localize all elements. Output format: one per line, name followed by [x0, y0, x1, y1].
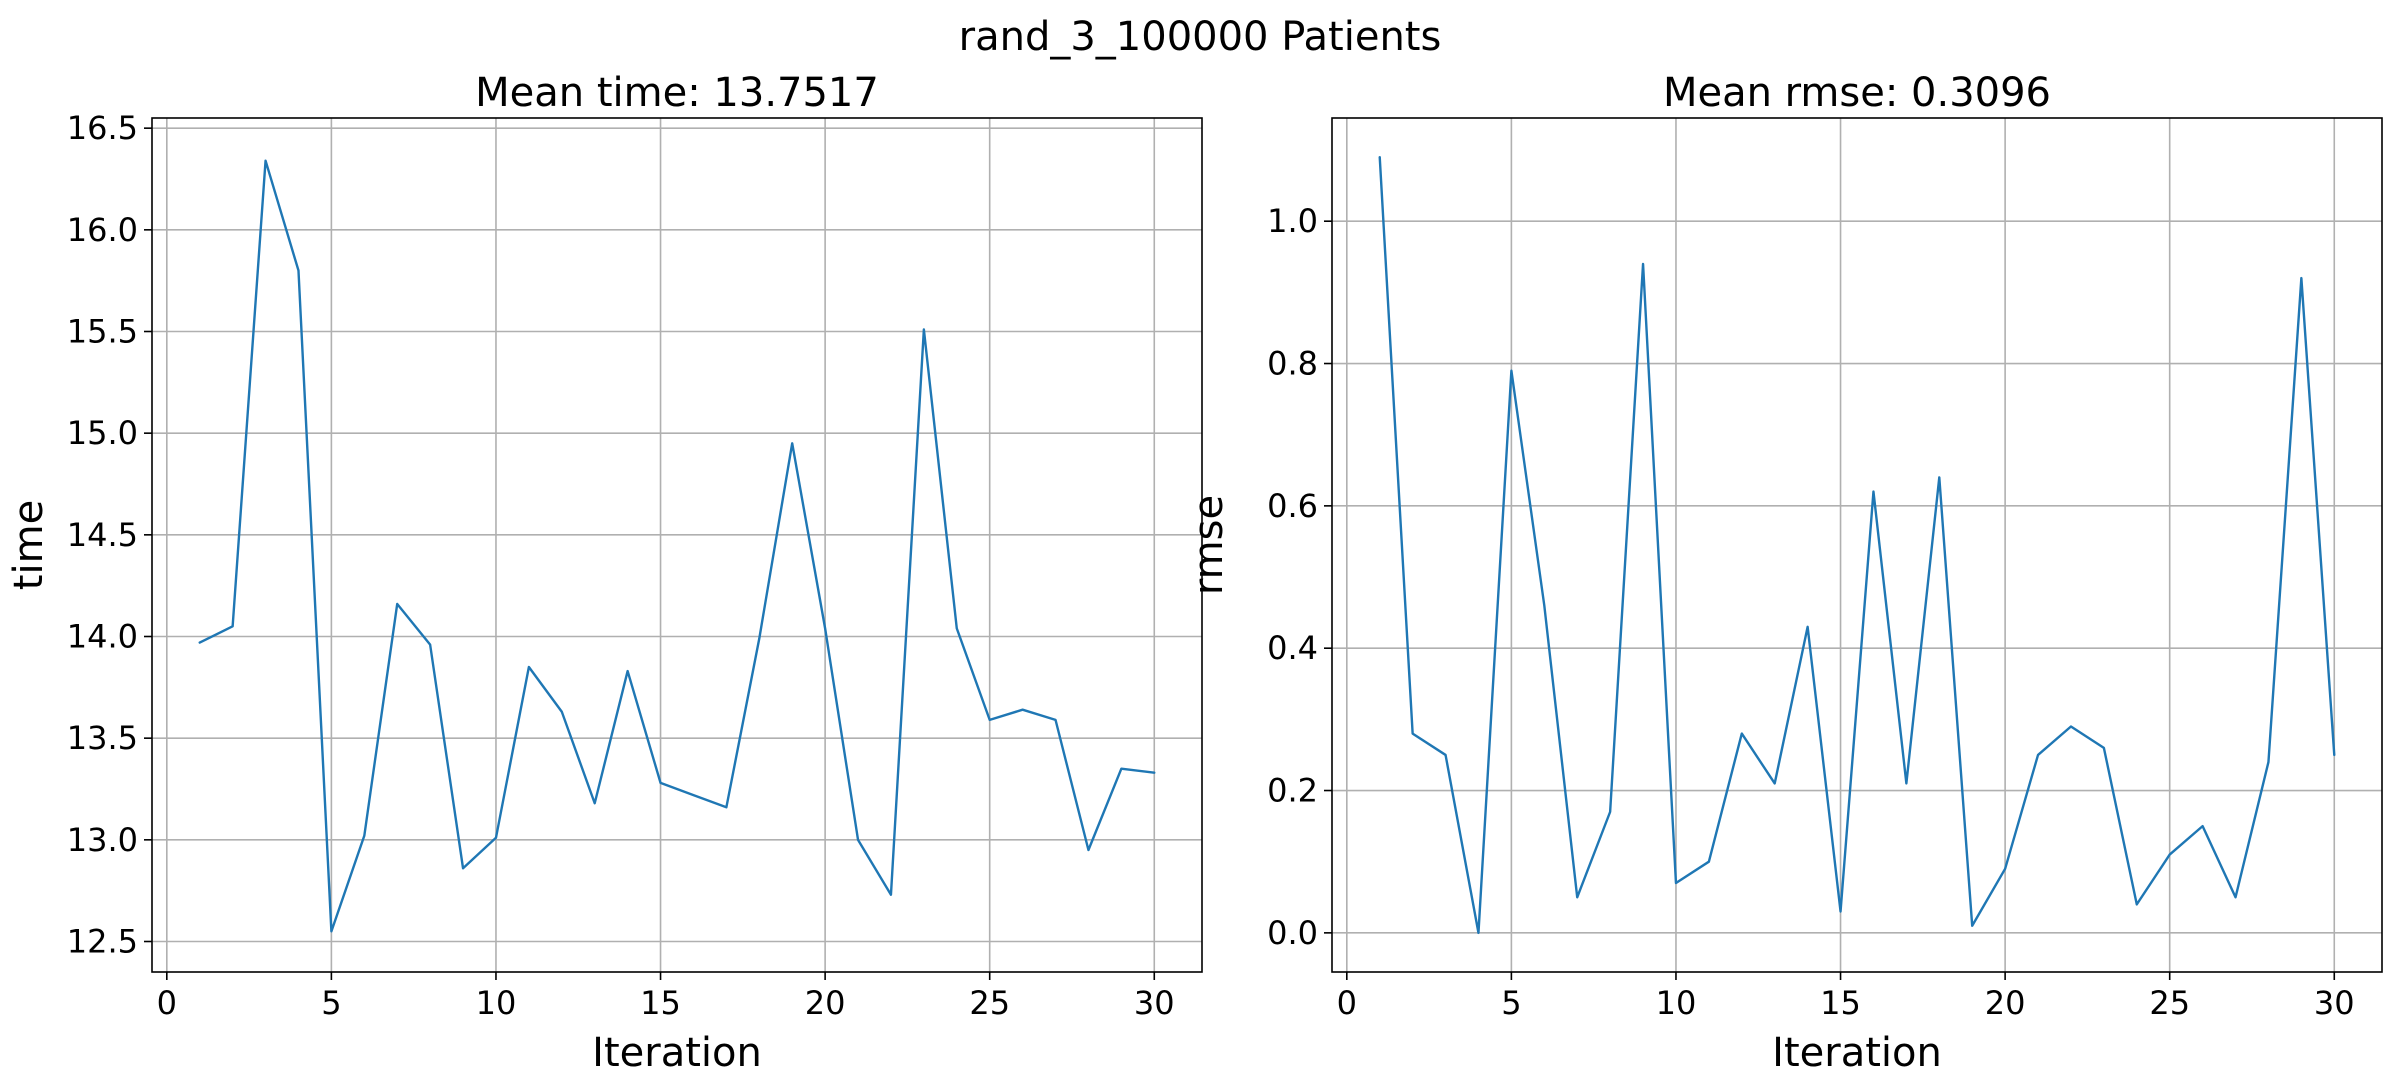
y-axis-label: rmse	[1186, 495, 1232, 595]
y-tick-label: 0.4	[1267, 629, 1318, 667]
y-tick-label: 1.0	[1267, 202, 1318, 240]
series-line	[1378, 155, 2336, 935]
x-tick-label: 5	[1501, 984, 1521, 1022]
y-tick-label: 16.0	[67, 211, 138, 249]
y-tick-label: 15.0	[67, 414, 138, 452]
x-tick-label: 0	[157, 984, 177, 1022]
x-tick-label: 20	[805, 984, 846, 1022]
x-tick-label: 30	[2314, 984, 2355, 1022]
x-tick-label: 15	[1820, 984, 1861, 1022]
x-tick-label: 10	[476, 984, 517, 1022]
x-tick-label: 5	[321, 984, 341, 1022]
x-tick-label: 30	[1134, 984, 1175, 1022]
axes-frame	[1331, 117, 2383, 973]
x-axis-label: Iteration	[592, 1030, 762, 1076]
y-tick-label: 12.5	[67, 923, 138, 961]
y-tick-label: 13.0	[67, 821, 138, 859]
x-tick-label: 20	[1985, 984, 2026, 1022]
x-tick-label: 10	[1656, 984, 1697, 1022]
y-tick-label: 14.0	[67, 618, 138, 656]
x-tick-label: 15	[640, 984, 681, 1022]
x-axis-label: Iteration	[1772, 1030, 1942, 1076]
series-line	[198, 159, 1156, 933]
chart-title: Mean rmse: 0.3096	[1663, 70, 2051, 116]
y-tick-label: 15.5	[67, 313, 138, 351]
y-tick-label: 16.5	[67, 109, 138, 147]
axes-frame	[151, 117, 1203, 973]
y-tick-label: 14.5	[67, 516, 138, 554]
y-axis-label: time	[6, 500, 52, 590]
y-tick-label: 13.5	[67, 719, 138, 757]
figure-title: rand_3_100000 Patients	[959, 14, 1442, 60]
x-tick-label: 25	[2149, 984, 2190, 1022]
chart-panel-1: 0 5 10 15 20 25 30 12.5 13.0 13.5 14.0 14.5 15.0 15.5…	[6, 70, 1203, 1076]
chart-title: Mean time: 13.7517	[475, 70, 879, 116]
y-tick-label: 0.0	[1267, 914, 1318, 952]
x-tick-label: 0	[1337, 984, 1357, 1022]
y-tick-label: 0.6	[1267, 487, 1318, 525]
chart-panel-2: 0 5 10 15 20 25 30 0.0 0.2 0.4 0.6 0.8 1.0 Mean rmse:…	[1186, 70, 2383, 1076]
y-tick-label: 0.8	[1267, 345, 1318, 383]
y-tick-label: 0.2	[1267, 772, 1318, 810]
x-tick-label: 25	[969, 984, 1010, 1022]
